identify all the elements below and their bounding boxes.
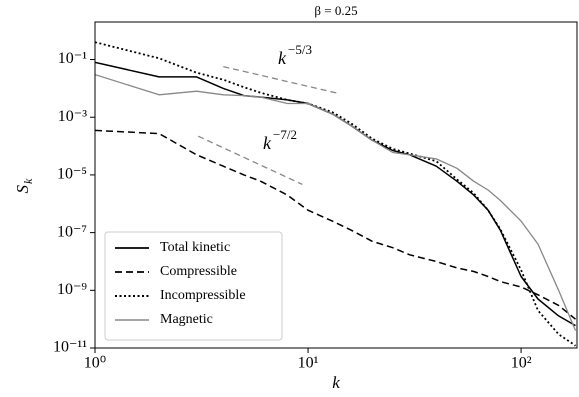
plot-area xyxy=(95,41,577,347)
series-line xyxy=(95,41,577,347)
guide-line xyxy=(223,65,340,95)
y-axis-label-subscript: k xyxy=(21,178,35,184)
y-tick-label: 10⁻⁹ xyxy=(57,281,87,298)
legend-box xyxy=(104,231,283,341)
legend-label: Incompressible xyxy=(160,288,246,303)
annotation-exponent: −7/2 xyxy=(273,127,297,142)
legend-label: Total kinetic xyxy=(160,240,230,255)
annotation-exponent: −5/3 xyxy=(288,42,312,57)
legend-label: Compressible xyxy=(160,264,237,279)
y-tick-label: 10⁻⁷ xyxy=(57,223,87,240)
x-tick-label: 10⁰ xyxy=(84,355,106,372)
y-axis-label: S xyxy=(13,185,32,194)
x-axis-label: k xyxy=(332,373,340,392)
x-tick-label: 10¹ xyxy=(298,355,319,372)
y-tick-label: 10⁻⁵ xyxy=(57,166,87,183)
y-axis-label-group: S k xyxy=(13,178,35,194)
legend-label: Magnetic xyxy=(160,312,213,327)
series-line xyxy=(95,61,576,327)
annotation-base: k xyxy=(278,48,287,68)
series-line xyxy=(95,129,576,320)
axes-frame xyxy=(94,21,578,349)
guide-line xyxy=(197,135,303,185)
y-tick-label: 10⁻¹ xyxy=(58,50,87,67)
x-tick-label: 10² xyxy=(511,355,532,372)
series-line xyxy=(95,73,577,331)
y-tick-label: 10⁻³ xyxy=(58,108,87,125)
y-tick-label: 10⁻¹¹ xyxy=(53,339,87,356)
chart-title: β = 0.25 xyxy=(314,3,357,18)
annotation-base: k xyxy=(263,133,272,153)
